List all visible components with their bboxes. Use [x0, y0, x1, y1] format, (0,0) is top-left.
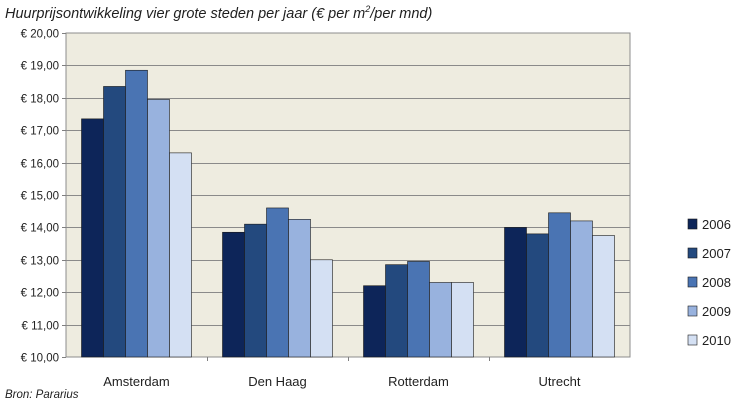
x-tick-label: Rotterdam	[388, 374, 449, 389]
chart-title: Huurprijsontwikkeling vier grote steden …	[5, 4, 433, 22]
y-tick-label: € 15,00	[21, 191, 59, 203]
bar	[548, 212, 571, 358]
bar	[592, 235, 615, 358]
bar	[407, 261, 430, 358]
y-tick-label: € 17,00	[21, 126, 59, 138]
bar	[266, 207, 289, 358]
legend-swatch	[687, 305, 698, 317]
y-tick-label: € 10,00	[21, 353, 59, 365]
y-tick-label: € 19,00	[21, 61, 59, 73]
axes: € 10,00 € 11,00 € 12,00 € 13,00 € 14,00 € 15,…	[21, 29, 581, 390]
y-tick-label: € 13,00	[21, 256, 59, 268]
bar	[526, 233, 549, 358]
bar	[310, 259, 333, 358]
legend-swatch	[687, 218, 698, 230]
y-tick-label: € 11,00	[21, 321, 59, 333]
bar	[103, 86, 126, 358]
bar	[244, 223, 267, 358]
bar	[451, 282, 474, 358]
legend-label: 2007	[702, 246, 731, 261]
bar	[125, 69, 148, 358]
bar	[147, 99, 170, 358]
y-tick-label: € 18,00	[21, 94, 59, 106]
y-tick-label: € 14,00	[21, 223, 59, 235]
bar	[288, 219, 311, 358]
legend-label: 2006	[702, 217, 731, 232]
x-tick-label: Amsterdam	[103, 374, 169, 389]
legend: 2006 2007 2008 2009 2010	[687, 217, 731, 348]
bar	[81, 118, 104, 358]
bar	[385, 264, 408, 358]
legend-label: 2010	[702, 333, 731, 348]
bars	[81, 69, 615, 358]
bar	[222, 231, 245, 358]
bar	[504, 227, 527, 358]
legend-label: 2009	[702, 304, 731, 319]
legend-swatch	[687, 276, 698, 288]
x-tick-label: Den Haag	[248, 374, 307, 389]
bar	[570, 220, 593, 358]
y-tick-label: € 20,00	[21, 29, 59, 41]
bar	[429, 282, 452, 358]
source-note: Bron: Pararius	[5, 389, 79, 401]
x-tick-label: Utrecht	[539, 374, 581, 389]
y-tick-label: € 16,00	[21, 159, 59, 171]
legend-swatch	[687, 247, 698, 259]
legend-swatch	[687, 334, 698, 346]
bar	[363, 285, 386, 358]
y-tick-label: € 12,00	[21, 288, 59, 300]
bar	[169, 152, 192, 358]
legend-label: 2008	[702, 275, 731, 290]
